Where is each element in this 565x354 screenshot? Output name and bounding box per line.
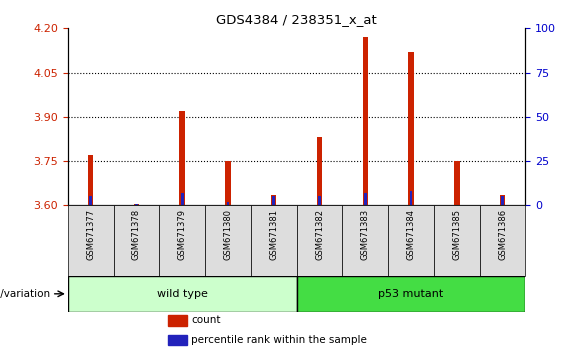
Title: GDS4384 / 238351_x_at: GDS4384 / 238351_x_at	[216, 13, 377, 26]
Bar	[297, 205, 342, 276]
Bar	[159, 205, 205, 276]
Bar	[500, 195, 505, 205]
Text: count: count	[192, 315, 221, 325]
Text: p53 mutant: p53 mutant	[379, 289, 444, 299]
Bar	[68, 276, 297, 312]
Text: GSM671382: GSM671382	[315, 209, 324, 260]
Bar	[89, 196, 92, 205]
Bar	[134, 204, 139, 205]
Bar	[168, 315, 187, 326]
Bar	[297, 276, 525, 312]
Text: GSM671377: GSM671377	[86, 209, 95, 260]
Text: GSM671379: GSM671379	[178, 209, 186, 260]
Bar	[480, 205, 525, 276]
Bar	[114, 205, 159, 276]
Bar	[205, 205, 251, 276]
Text: GSM671384: GSM671384	[407, 209, 415, 260]
Bar	[272, 196, 275, 205]
Bar	[408, 52, 414, 205]
Bar	[88, 155, 93, 205]
Bar	[135, 204, 138, 205]
Bar	[454, 161, 459, 205]
Bar	[227, 202, 229, 205]
Text: GSM671385: GSM671385	[453, 209, 461, 260]
Bar	[225, 161, 231, 205]
Bar	[271, 195, 276, 205]
Bar	[180, 111, 185, 205]
Bar	[363, 37, 368, 205]
Bar	[318, 196, 321, 205]
Bar	[251, 205, 297, 276]
Bar	[501, 196, 504, 205]
Text: GSM671380: GSM671380	[224, 209, 232, 260]
Text: GSM671386: GSM671386	[498, 209, 507, 260]
Bar	[181, 193, 184, 205]
Text: GSM671383: GSM671383	[361, 209, 370, 260]
Bar	[410, 191, 412, 205]
Text: GSM671381: GSM671381	[270, 209, 278, 260]
Bar	[388, 205, 434, 276]
Bar	[342, 205, 388, 276]
Text: wild type: wild type	[157, 289, 208, 299]
Bar	[434, 205, 480, 276]
Text: GSM671378: GSM671378	[132, 209, 141, 260]
Text: percentile rank within the sample: percentile rank within the sample	[192, 335, 367, 345]
Text: genotype/variation: genotype/variation	[0, 289, 50, 299]
Bar	[68, 205, 114, 276]
Bar	[364, 193, 367, 205]
Bar	[168, 335, 187, 345]
Bar	[317, 137, 322, 205]
